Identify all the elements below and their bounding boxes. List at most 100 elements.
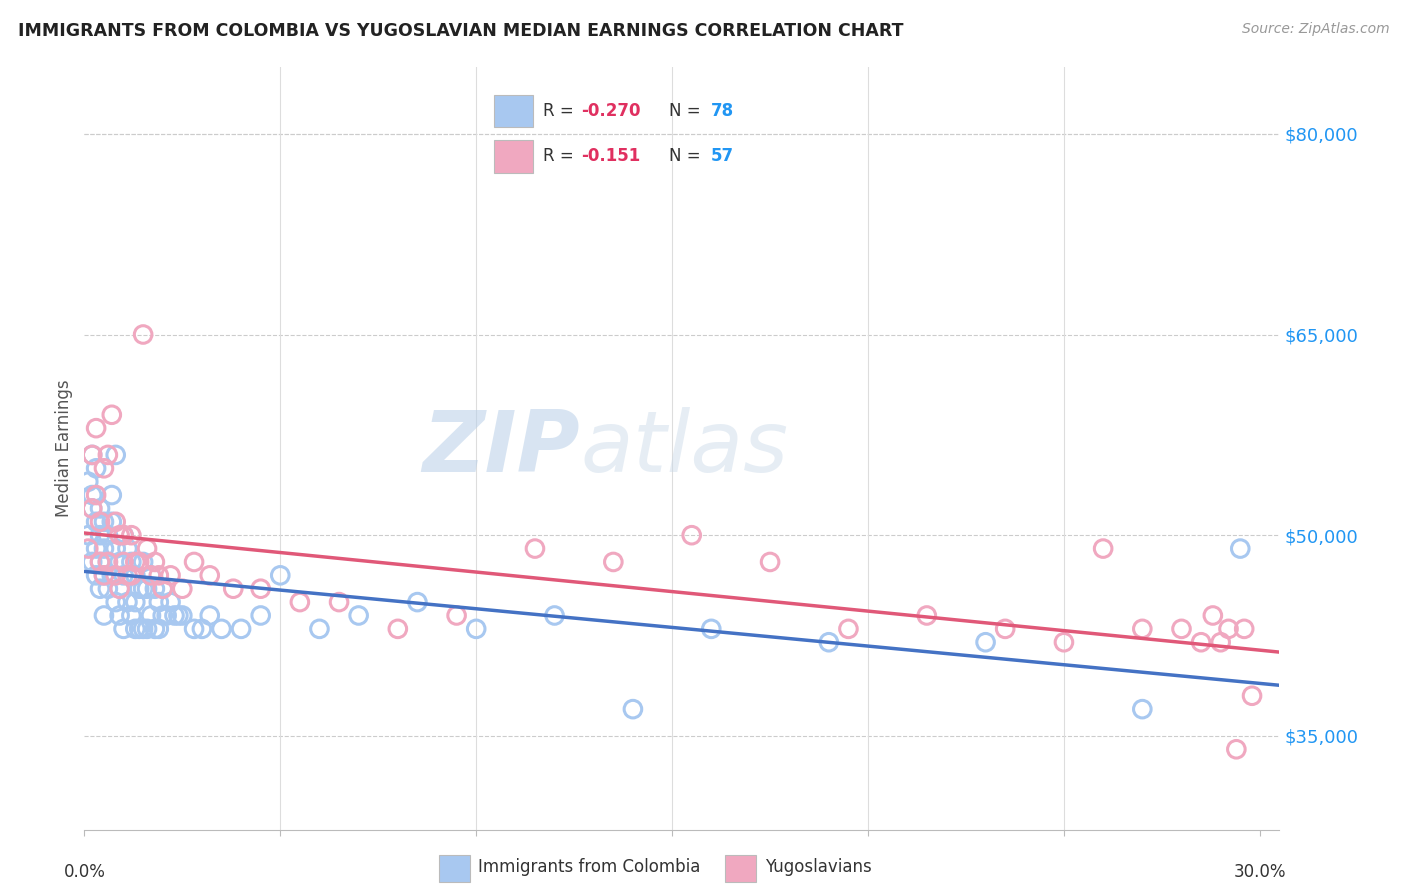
- Point: [124, 595, 146, 609]
- Point: [543, 608, 565, 623]
- Point: [120, 555, 142, 569]
- Point: [104, 448, 127, 462]
- Point: [1209, 635, 1232, 649]
- Point: [132, 582, 155, 596]
- Point: [1189, 635, 1212, 649]
- Point: [1130, 702, 1153, 716]
- Point: [124, 622, 146, 636]
- Point: [82, 501, 104, 516]
- Point: [97, 528, 120, 542]
- Point: [139, 568, 162, 582]
- Point: [136, 622, 159, 636]
- Point: [328, 595, 350, 609]
- Point: [152, 582, 174, 596]
- Point: [759, 555, 782, 569]
- Point: [93, 515, 115, 529]
- Point: [108, 582, 131, 596]
- Point: [347, 608, 370, 623]
- Point: [112, 528, 135, 542]
- Point: [156, 608, 179, 623]
- Point: [82, 555, 104, 569]
- Point: [132, 555, 155, 569]
- Point: [89, 582, 111, 596]
- Point: [120, 568, 142, 582]
- Point: [97, 555, 120, 569]
- Point: [77, 528, 100, 542]
- Point: [465, 622, 488, 636]
- Point: [1240, 689, 1263, 703]
- Point: [93, 608, 115, 623]
- Point: [82, 501, 104, 516]
- Point: [120, 528, 142, 542]
- Point: [108, 528, 131, 542]
- Point: [602, 555, 624, 569]
- Point: [406, 595, 429, 609]
- Point: [101, 568, 124, 582]
- Point: [148, 595, 170, 609]
- Text: Immigrants from Colombia: Immigrants from Colombia: [478, 858, 700, 877]
- Point: [84, 421, 107, 435]
- Point: [84, 461, 107, 475]
- Y-axis label: Median Earnings: Median Earnings: [55, 379, 73, 517]
- FancyBboxPatch shape: [725, 855, 756, 881]
- Point: [112, 555, 135, 569]
- Point: [132, 622, 155, 636]
- Point: [93, 568, 115, 582]
- Point: [159, 595, 181, 609]
- Point: [915, 608, 938, 623]
- Point: [1170, 622, 1192, 636]
- Point: [523, 541, 546, 556]
- Point: [101, 408, 124, 422]
- Point: [101, 488, 124, 502]
- Point: [222, 582, 245, 596]
- Point: [120, 608, 142, 623]
- Point: [89, 528, 111, 542]
- Point: [101, 515, 124, 529]
- Point: [117, 595, 139, 609]
- Point: [152, 582, 174, 596]
- Point: [97, 555, 120, 569]
- Point: [89, 555, 111, 569]
- Point: [84, 541, 107, 556]
- Point: [837, 622, 859, 636]
- Point: [211, 622, 233, 636]
- Point: [700, 622, 723, 636]
- Point: [1130, 622, 1153, 636]
- Point: [128, 582, 150, 596]
- Point: [159, 568, 181, 582]
- Point: [198, 608, 221, 623]
- Point: [818, 635, 841, 649]
- Point: [84, 488, 107, 502]
- Point: [249, 582, 271, 596]
- Point: [288, 595, 311, 609]
- Point: [84, 515, 107, 529]
- Point: [269, 568, 291, 582]
- Text: IMMIGRANTS FROM COLOMBIA VS YUGOSLAVIAN MEDIAN EARNINGS CORRELATION CHART: IMMIGRANTS FROM COLOMBIA VS YUGOSLAVIAN …: [18, 22, 904, 40]
- Point: [128, 622, 150, 636]
- Point: [77, 475, 100, 489]
- Point: [167, 608, 190, 623]
- Point: [621, 702, 644, 716]
- Point: [974, 635, 997, 649]
- Point: [1202, 608, 1225, 623]
- Text: 30.0%: 30.0%: [1233, 863, 1286, 881]
- Point: [89, 555, 111, 569]
- Text: ZIP: ZIP: [423, 407, 581, 490]
- Point: [136, 582, 159, 596]
- Point: [112, 528, 135, 542]
- Point: [229, 622, 252, 636]
- Point: [136, 541, 159, 556]
- Point: [139, 568, 162, 582]
- Point: [112, 622, 135, 636]
- Point: [112, 568, 135, 582]
- Point: [1092, 541, 1115, 556]
- Point: [172, 608, 194, 623]
- Point: [124, 555, 146, 569]
- Point: [172, 582, 194, 596]
- Text: Yugoslavians: Yugoslavians: [765, 858, 872, 877]
- Point: [387, 622, 409, 636]
- Point: [152, 608, 174, 623]
- Point: [1053, 635, 1076, 649]
- Point: [1218, 622, 1240, 636]
- Point: [198, 568, 221, 582]
